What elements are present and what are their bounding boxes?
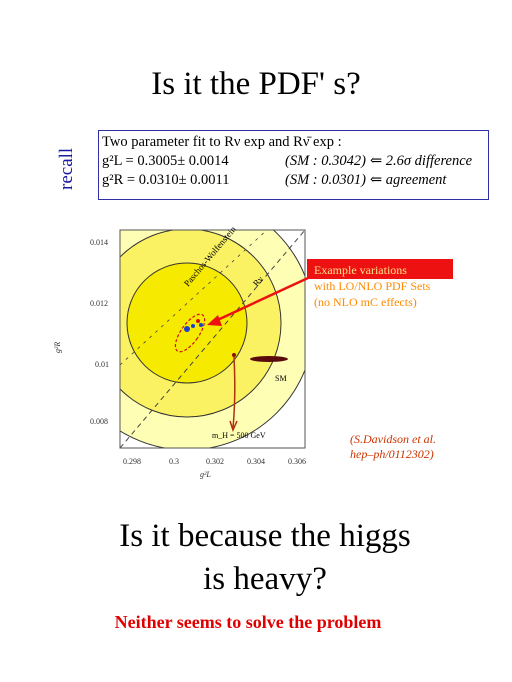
r-nu-line — [120, 230, 268, 366]
legend-arrow — [210, 276, 309, 325]
fit-heading: Two parameter fit to Rν exp and Rν̄ exp … — [102, 134, 342, 150]
gr-value: g²R = 0.0310± 0.0011 — [102, 172, 230, 188]
pdf-point-blue — [184, 326, 190, 332]
x-tick-03: 0.3 — [169, 457, 179, 466]
gr-comment: ⇐ agreement — [370, 172, 447, 188]
y-axis-label: g²R — [53, 342, 62, 353]
x-tick-0306: 0.306 — [288, 457, 306, 466]
pdf-point-blue-2 — [191, 324, 195, 328]
question-line-1: Is it because the higgs — [119, 518, 411, 554]
pdf-point-red — [196, 319, 200, 323]
y-tick-0014: 0.014 — [90, 238, 108, 247]
y-tick-001: 0.01 — [95, 360, 109, 369]
x-tick-0302: 0.302 — [206, 457, 224, 466]
fit-result-box: Two parameter fit to Rν exp and Rν̄ exp … — [98, 130, 489, 200]
sm-label: SM — [275, 374, 287, 383]
sm-ellipse — [250, 356, 288, 362]
higgs-label: m_H = 500 GeV — [212, 431, 266, 440]
question-line-2: is heavy? — [203, 561, 327, 597]
x-tick-0298: 0.298 — [123, 457, 141, 466]
recall-label: recall — [56, 147, 77, 190]
legend-line-1: Example variations — [314, 263, 407, 277]
x-tick-0304: 0.304 — [247, 457, 265, 466]
y-tick-0012: 0.012 — [90, 299, 108, 308]
higgs-arrow — [232, 356, 236, 429]
fit-contour-plot: Paschos-Wolfenstein Rν SM m_H = 500 GeV … — [53, 224, 309, 479]
gr-sm: (SM : 0.0301) — [285, 172, 366, 188]
r-nu-label: Rν — [251, 274, 265, 288]
citation-line-2: hep–ph/0112302) — [350, 447, 434, 461]
fit-row-gl: g²L = 0.3005± 0.0014 (SM : 0.3042) ⇐ 2.6… — [102, 152, 488, 171]
legend-line-3: (no NLO mC effects) — [314, 295, 417, 309]
y-tick-0008: 0.008 — [90, 417, 108, 426]
paschos-wolfenstein-line — [120, 230, 305, 448]
citation-line-1: (S.Davidson et al. — [350, 432, 436, 446]
gl-comment: ⇐ 2.6σ difference — [370, 153, 473, 169]
gl-value: g²L = 0.3005± 0.0014 — [102, 153, 229, 169]
higgs-point — [232, 353, 236, 357]
plot-frame — [119, 229, 306, 449]
slide-title: Is it the PDF' s? — [151, 66, 361, 102]
pdf-variation-ellipse — [174, 313, 206, 353]
legend-line-2: with LO/NLO PDF Sets — [314, 279, 431, 293]
legend-highlight — [307, 259, 453, 279]
pdf-point-blue-3 — [199, 323, 203, 327]
x-axis-label: g²L — [200, 470, 211, 479]
fit-row-gr: g²R = 0.0310± 0.0011 (SM : 0.0301) ⇐ agr… — [102, 171, 488, 190]
conclusion-text: Neither seems to solve the problem — [114, 612, 382, 632]
gl-sm: (SM : 0.3042) — [285, 153, 366, 169]
